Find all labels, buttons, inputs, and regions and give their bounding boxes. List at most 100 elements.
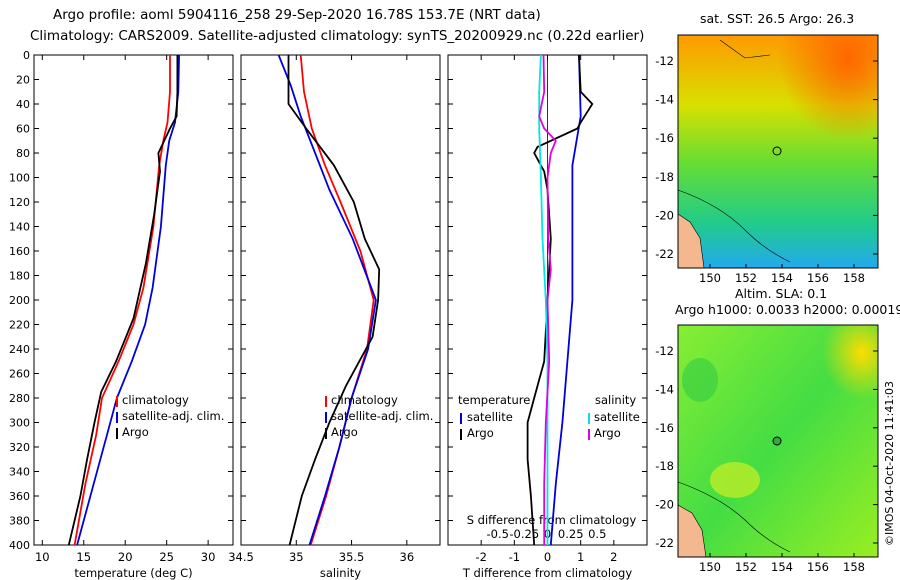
- map-y-tick-label: -20: [655, 498, 674, 512]
- legend-label: satellite-adj. clim.: [122, 409, 224, 423]
- map-top-warm-patch: [678, 35, 878, 268]
- map-top-axes: -12 -14 -16 -18 -20 -22 150 152 154 156 158: [655, 54, 878, 285]
- legend-label: Argo: [122, 425, 149, 439]
- argo-float-marker-bottom: [772, 436, 782, 446]
- map-x-tick-label: 152: [735, 271, 757, 285]
- x-tick-label: 34.5: [228, 550, 254, 564]
- x-tick-label: -2: [475, 550, 486, 564]
- x-tick-label: 15: [76, 550, 91, 564]
- title-line1: Argo profile: aoml 5904116_258 29-Sep-20…: [53, 7, 541, 23]
- map-y-tick-label: -22: [655, 247, 674, 261]
- y-tick-label: 400: [9, 539, 30, 552]
- top-tick-label: -0.5: [487, 527, 509, 541]
- top-tick-label: -0.25: [509, 527, 539, 541]
- map-bottom-green-blob: [682, 358, 718, 402]
- series-argo: [287, 55, 381, 546]
- x-axis-label: temperature (deg C): [74, 566, 192, 580]
- x-axis-label: T difference from climatology: [462, 566, 633, 580]
- imos-stamp: ©IMOS 04-Oct-2020 11:41:03: [883, 381, 896, 546]
- y-tick-label: 200: [9, 294, 30, 307]
- map-top-subtitle: Altim. SLA: 0.1: [735, 286, 827, 301]
- map-top: [677, 34, 879, 269]
- legend-label: satellite: [594, 410, 640, 424]
- y-tick-label: 280: [9, 392, 30, 405]
- y-tick-label: 0: [23, 49, 30, 62]
- map-bottom-yellow-blob: [710, 462, 760, 498]
- series-satellite-adj-clim-: [277, 54, 377, 546]
- series-satellite-adj-clim-: [76, 54, 180, 546]
- y-tick-label: 220: [9, 319, 30, 332]
- map-x-tick-label: 150: [699, 560, 721, 574]
- y-tick-label: 140: [9, 221, 30, 234]
- map-top-frame: [677, 34, 879, 269]
- y-tick-label: 20: [16, 74, 30, 87]
- y-tick-label: 180: [9, 270, 30, 283]
- legend-label: satellite: [467, 410, 513, 424]
- legend-label: satellite-adj. clim.: [331, 409, 433, 423]
- x-tick-label: 25: [159, 550, 174, 564]
- series-t-satellite: [549, 54, 582, 546]
- y-tick-label: 260: [9, 368, 30, 381]
- argo-float-marker-top: [772, 146, 782, 156]
- y-tick-label: 300: [9, 417, 30, 430]
- x-tick-label: 36: [400, 550, 415, 564]
- map-x-tick-label: 156: [807, 560, 829, 574]
- x-tick-label: 1: [577, 550, 584, 564]
- y-tick-label: 320: [9, 441, 30, 454]
- salinity-panel: 34.5 35 35.5 36 salinity climatology satellite…: [228, 54, 441, 580]
- y-tick-label: 160: [9, 245, 30, 258]
- x-tick-label: 10: [35, 550, 50, 564]
- map-x-tick-label: 156: [807, 271, 829, 285]
- map-y-tick-label: -18: [655, 170, 674, 184]
- legend-label: Argo: [467, 426, 494, 440]
- map-y-tick-label: -12: [655, 344, 674, 358]
- x-tick-label: 0: [544, 550, 551, 564]
- y-tick-label: 60: [16, 123, 30, 136]
- map-x-tick-label: 154: [771, 271, 793, 285]
- map-y-tick-label: -16: [655, 421, 674, 435]
- map-bottom-frame: [677, 324, 879, 558]
- series-s-satellite: [538, 54, 549, 545]
- x-tick-label: 20: [118, 550, 133, 564]
- x-tick-label: 2: [610, 550, 617, 564]
- map-bottom: [677, 324, 879, 558]
- y-tick-label: 120: [9, 196, 30, 209]
- map-y-tick-label: -22: [655, 536, 674, 550]
- y-tick-label: 340: [9, 466, 30, 479]
- map-y-tick-label: -20: [655, 208, 674, 222]
- legend-label: Argo: [594, 426, 621, 440]
- map-x-tick-label: 158: [843, 560, 865, 574]
- plot-frame: [33, 54, 234, 546]
- legend-label: Argo: [331, 425, 358, 439]
- map-x-tick-label: 158: [843, 271, 865, 285]
- series-climatology: [73, 55, 171, 546]
- x-axis-label: salinity: [320, 566, 361, 580]
- x-tick-label: 30: [201, 550, 216, 564]
- map-bottom-reef-line: [677, 481, 791, 553]
- y-tick-label: 380: [9, 515, 30, 528]
- map-x-tick-label: 154: [771, 560, 793, 574]
- map-y-tick-label: -16: [655, 131, 674, 145]
- y-tick-label: 360: [9, 490, 30, 503]
- map-top-reef-line-2: [719, 39, 771, 59]
- legend-temperature-header: temperature: [458, 393, 530, 407]
- y-tick-label: 40: [16, 98, 30, 111]
- top-axis-label: S difference from climatology: [467, 513, 637, 527]
- map-y-tick-label: -18: [655, 459, 674, 473]
- map-top-reef-line: [677, 189, 791, 263]
- difference-panel: -2 -1 0 1 2 T difference from climatology -0.5…: [447, 54, 648, 580]
- title-line2: Climatology: CARS2009. Satellite-adjuste…: [30, 28, 644, 44]
- legend-label: climatology: [331, 393, 398, 407]
- map-x-tick-label: 152: [735, 560, 757, 574]
- plot-frame: [240, 54, 441, 546]
- temperature-panel: 0 20 40 60 80 100 120 140 160 180 200 220 240 260 280 3…: [9, 49, 234, 580]
- x-tick-label: -1: [509, 550, 520, 564]
- series-argo: [67, 55, 179, 546]
- legend-label: climatology: [122, 393, 189, 407]
- y-tick-label: 80: [16, 147, 30, 160]
- map-top-title: sat. SST: 26.5 Argo: 26.3: [700, 11, 854, 26]
- top-tick-label: 0.5: [588, 527, 606, 541]
- top-tick-label: 0.25: [558, 527, 584, 541]
- map-bottom-axes: -12 -14 -16 -18 -20 -22 150 152 154 156 158: [655, 344, 878, 574]
